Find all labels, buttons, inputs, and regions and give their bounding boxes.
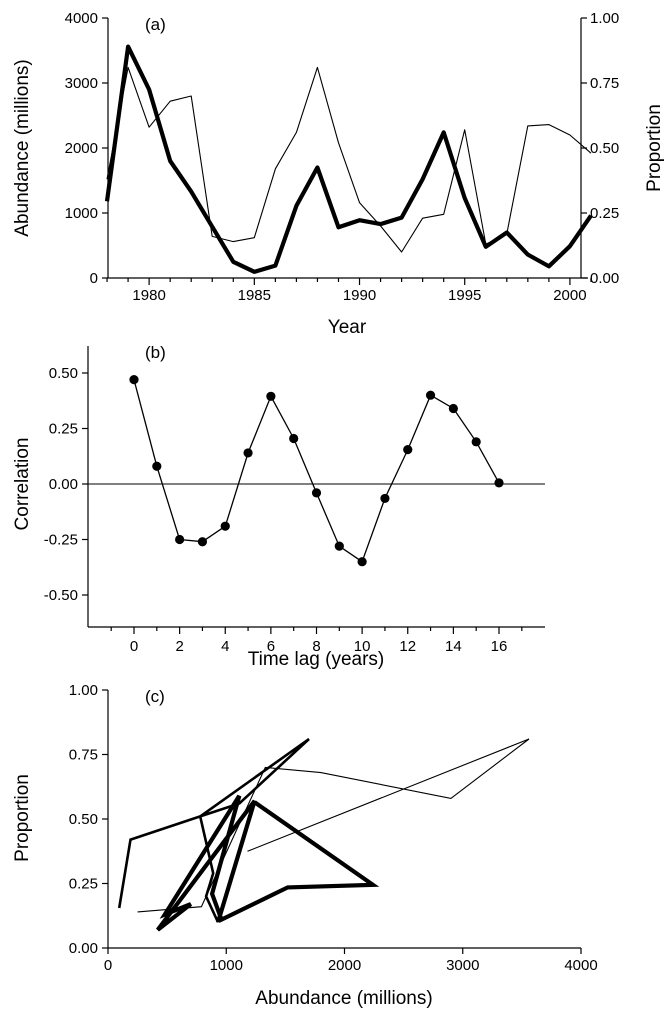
data-point: [289, 433, 299, 444]
x-tick-label: 1990: [343, 287, 376, 304]
y2-tick-label: 1.00: [590, 10, 619, 27]
x-axis-title: Abundance (millions): [255, 988, 432, 1009]
y-tick-label: 2000: [65, 140, 98, 157]
y-tick-label: 0.00: [69, 940, 98, 957]
data-point: [197, 537, 208, 547]
panel-label: (b): [145, 343, 166, 362]
panel-b: -0.50 -0.25 0.00 0.25 0.50 0 2 4 6 8 10 12 14 16 (b) Ti…: [12, 343, 545, 670]
data-point: [494, 478, 504, 488]
y-tick-label: 1000: [65, 205, 98, 222]
y-tick-label: 0.50: [69, 811, 98, 828]
x-tick-label: 14: [445, 638, 462, 655]
data-point: [152, 461, 162, 471]
y-axis-title: Proportion: [12, 774, 33, 862]
x-axis-title: Year: [328, 317, 367, 338]
y-tick-label: 0.50: [49, 365, 78, 382]
data-point: [471, 437, 481, 447]
y-tick-label: 0: [90, 270, 98, 287]
data-point: [129, 375, 139, 385]
x-tick-label: 3000: [446, 957, 479, 974]
data-point: [425, 390, 436, 400]
y-tick-label: 0.00: [49, 476, 78, 493]
x-tick-label: 12: [399, 638, 416, 655]
correlation-line: [133, 379, 500, 563]
trajectory-line-2: [117, 737, 310, 923]
y-tick-label: 4000: [65, 10, 98, 27]
y-tick-label: 0.25: [69, 876, 98, 893]
data-point: [220, 521, 230, 531]
data-point: [334, 541, 344, 551]
x-tick-label: 1995: [448, 287, 481, 304]
x-tick-label: 2: [175, 638, 183, 655]
y2-tick-label: 0.00: [590, 270, 619, 287]
x-tick-label: 0: [130, 638, 138, 655]
y-axis-title: Abundance (millions): [12, 59, 33, 236]
x-tick-label: 1000: [210, 957, 243, 974]
y-axis-title: Correlation: [12, 438, 33, 531]
x-tick-label: 1980: [132, 287, 165, 304]
x-tick-label: 6: [267, 638, 275, 655]
x-tick-label: 1985: [238, 287, 271, 304]
y-tick-label: 0.25: [49, 421, 78, 438]
y-tick-label: -0.50: [44, 587, 78, 604]
x-tick-label: 2000: [553, 287, 586, 304]
x-tick-label: 2000: [328, 957, 361, 974]
data-point: [311, 488, 322, 498]
y2-tick-label: 0.25: [590, 205, 619, 222]
y2-axis-title: Proportion: [644, 104, 665, 192]
data-point: [175, 534, 185, 545]
panel-c: 0.00 0.25 0.50 0.75 1.00 0 1000 2000 3000 4000 (c)…: [12, 682, 598, 1009]
x-tick-label: 4: [221, 638, 229, 655]
x-tick-label: 4000: [564, 957, 597, 974]
y-tick-label: 3000: [65, 75, 98, 92]
trajectory-line-1: [137, 738, 530, 913]
y2-tick-label: 0.75: [590, 75, 619, 92]
y-tick-label: -0.25: [44, 532, 78, 549]
data-point: [448, 403, 458, 414]
x-tick-label: 16: [491, 638, 508, 655]
series-line-2: [106, 66, 592, 253]
data-point: [403, 444, 413, 455]
x-tick-label: 0: [104, 957, 112, 974]
y-tick-label: 1.00: [69, 682, 98, 699]
data-point: [266, 391, 276, 401]
trajectory-line-3: [156, 794, 380, 932]
y2-tick-label: 0.50: [590, 140, 619, 157]
panel-a: 0 1000 2000 3000 4000 0.00 0.25 0.50 0.75 1.00 198…: [12, 10, 665, 338]
y-tick-label: 0.75: [69, 747, 98, 764]
x-axis-title: Time lag (years): [248, 649, 385, 670]
data-point: [357, 557, 367, 567]
data-point: [243, 448, 253, 458]
panel-label: (a): [145, 15, 166, 34]
x-tick-label: 8: [312, 638, 320, 655]
data-point: [380, 493, 390, 504]
panel-label: (c): [145, 687, 165, 706]
x-tick-label: 10: [354, 638, 371, 655]
series-line-1: [104, 44, 593, 274]
